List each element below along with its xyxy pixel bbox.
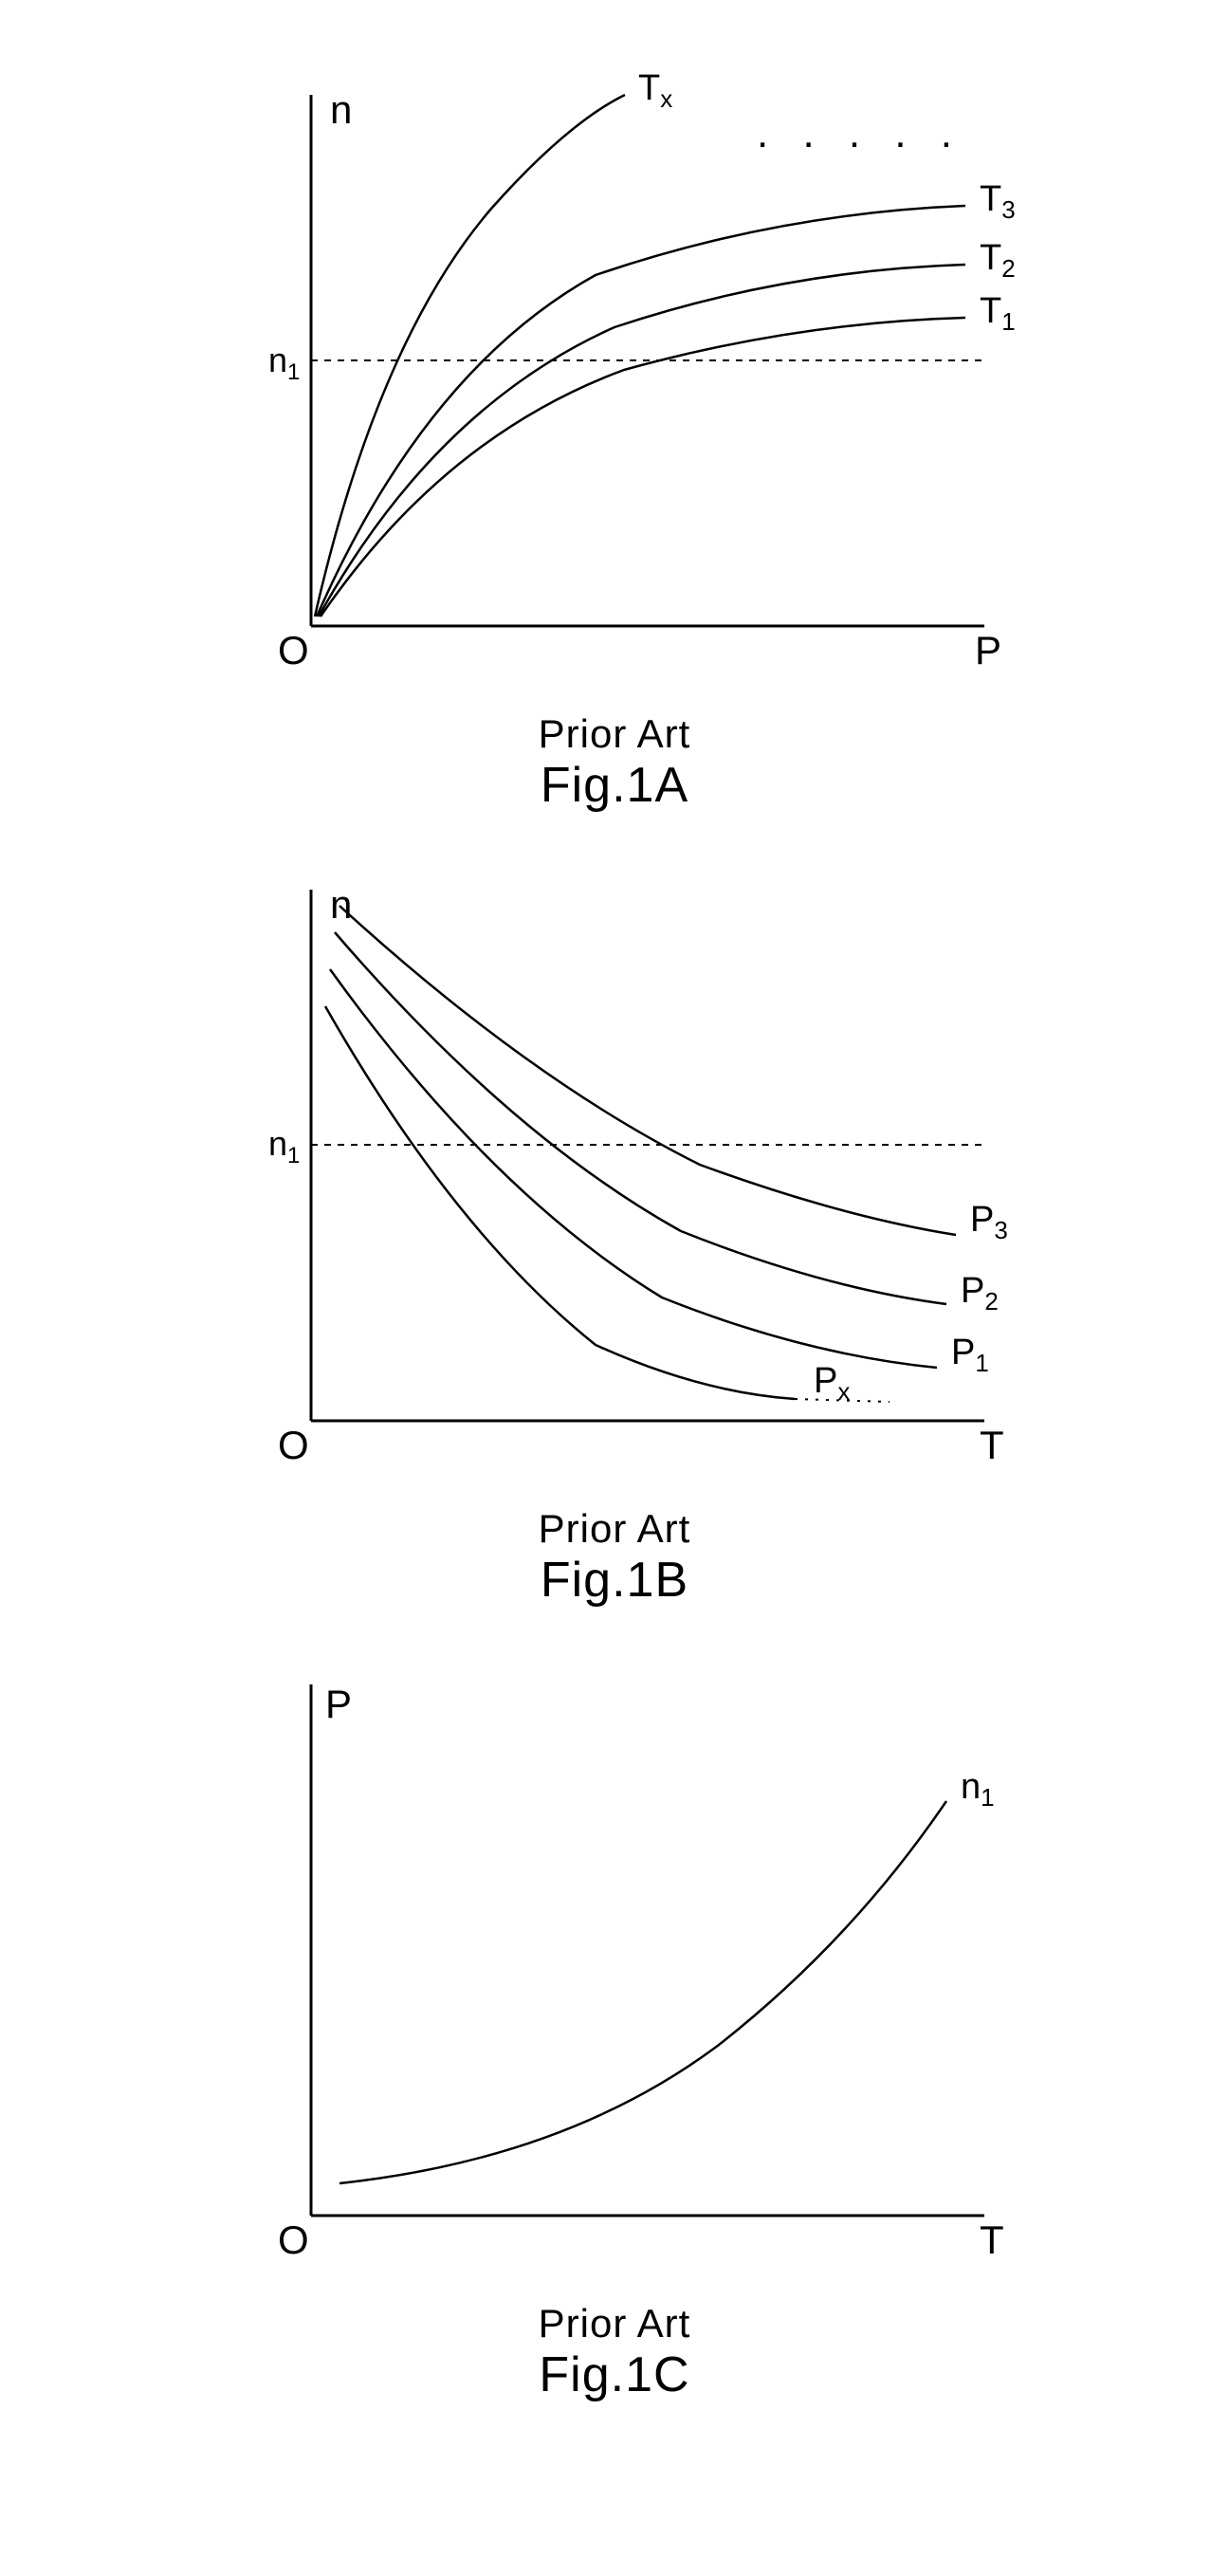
curve-t1 xyxy=(321,318,965,616)
curve-t1-label: T1 xyxy=(980,291,1016,336)
prior-art-text: Prior Art xyxy=(188,711,1041,757)
curve-n1 xyxy=(339,1801,946,2183)
curve-p2-label: P2 xyxy=(961,1271,999,1316)
origin-label: O xyxy=(278,1423,309,1467)
y-axis-label: P xyxy=(325,1682,352,1726)
x-axis-label: T xyxy=(980,2217,1004,2262)
fig-label: Fig.1C xyxy=(188,2346,1041,2403)
curve-px xyxy=(325,1006,795,1399)
origin-label: O xyxy=(278,628,309,672)
curve-tx xyxy=(315,95,625,616)
curve-px-label: Px xyxy=(814,1361,850,1406)
reference-label: n1 xyxy=(268,340,300,385)
figure-1c: P T O n1 Prior Art Fig.1C xyxy=(188,1647,1041,2403)
fig-a-plot: n P O n1 T1 T2 T3 Tx . . . . . xyxy=(188,57,1041,702)
x-axis-label: P xyxy=(975,628,1001,672)
fig-c-plot: P T O n1 xyxy=(188,1647,1041,2291)
figure-1a: n P O n1 T1 T2 T3 Tx . . . . . Prior Art… xyxy=(188,57,1041,814)
ellipsis-dots: . . . . . xyxy=(757,110,963,156)
y-axis-label: n xyxy=(330,882,352,927)
curve-t3 xyxy=(317,206,965,616)
curve-n1-label: n1 xyxy=(961,1767,995,1812)
x-axis-label: T xyxy=(980,1423,1004,1467)
fig-a-caption: Prior Art Fig.1A xyxy=(188,711,1041,814)
curve-p1 xyxy=(330,969,937,1368)
y-axis-label: n xyxy=(330,87,352,132)
curve-tx-label: Tx xyxy=(638,68,672,113)
fig-label: Fig.1A xyxy=(188,757,1041,814)
curve-t3-label: T3 xyxy=(980,179,1016,224)
fig-label: Fig.1B xyxy=(188,1552,1041,1609)
figure-1b: n T O n1 Px P1 P2 P3 Prior Art Fig.1B xyxy=(188,852,1041,1609)
curve-p2 xyxy=(335,932,946,1304)
prior-art-text: Prior Art xyxy=(188,2301,1041,2346)
prior-art-text: Prior Art xyxy=(188,1506,1041,1552)
reference-label: n1 xyxy=(268,1124,300,1168)
fig-c-caption: Prior Art Fig.1C xyxy=(188,2301,1041,2403)
curve-p1-label: P1 xyxy=(951,1333,989,1377)
fig-b-caption: Prior Art Fig.1B xyxy=(188,1506,1041,1609)
origin-label: O xyxy=(278,2217,309,2262)
curve-p3 xyxy=(339,906,956,1235)
curve-p3-label: P3 xyxy=(970,1200,1008,1244)
curve-t2-label: T2 xyxy=(980,238,1016,283)
fig-b-plot: n T O n1 Px P1 P2 P3 xyxy=(188,852,1041,1497)
